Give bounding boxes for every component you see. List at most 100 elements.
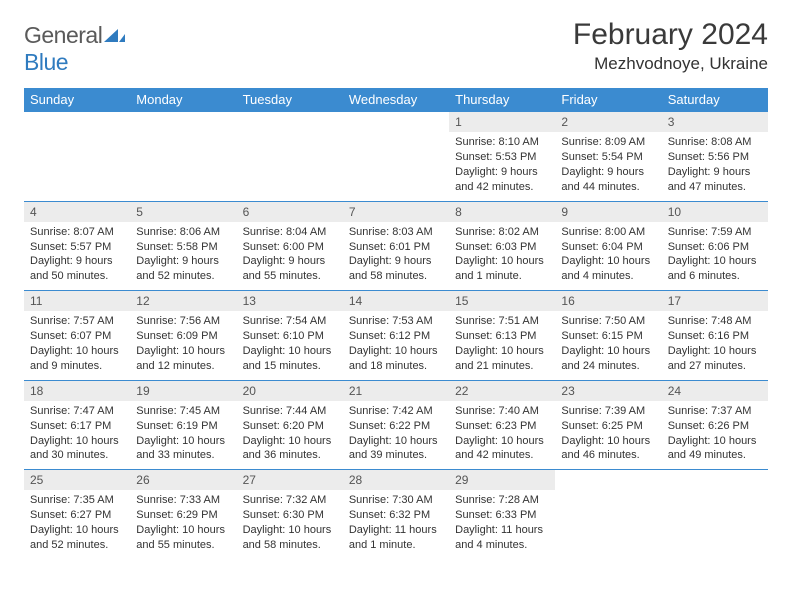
day-number: 21 bbox=[343, 381, 449, 401]
day-details: Sunrise: 7:48 AMSunset: 6:16 PMDaylight:… bbox=[662, 311, 768, 379]
calendar-day-cell bbox=[555, 470, 661, 559]
sunset-text: Sunset: 6:20 PM bbox=[243, 419, 337, 434]
daylight-text: Daylight: 9 hours and 44 minutes. bbox=[561, 165, 655, 195]
day-number: 15 bbox=[449, 291, 555, 311]
daylight-text: Daylight: 10 hours and 39 minutes. bbox=[349, 434, 443, 464]
calendar-day-cell: 9Sunrise: 8:00 AMSunset: 6:04 PMDaylight… bbox=[555, 201, 661, 291]
sunrise-text: Sunrise: 7:33 AM bbox=[136, 493, 230, 508]
daylight-text: Daylight: 10 hours and 4 minutes. bbox=[561, 254, 655, 284]
day-number: 14 bbox=[343, 291, 449, 311]
day-number: 29 bbox=[449, 470, 555, 490]
sunset-text: Sunset: 6:27 PM bbox=[30, 508, 124, 523]
daylight-text: Daylight: 11 hours and 4 minutes. bbox=[455, 523, 549, 553]
sunset-text: Sunset: 6:04 PM bbox=[561, 240, 655, 255]
calendar-day-cell bbox=[130, 112, 236, 202]
sunrise-text: Sunrise: 7:47 AM bbox=[30, 404, 124, 419]
calendar-day-cell: 27 Sunrise: 7:32 AMSunset: 6:30 PMDayligh… bbox=[237, 470, 343, 559]
daylight-text: Daylight: 10 hours and 30 minutes. bbox=[30, 434, 124, 464]
weekday-header: Sunday bbox=[24, 88, 130, 112]
day-number: 11 bbox=[24, 291, 130, 311]
day-number: 4 bbox=[24, 202, 130, 222]
sunset-text: Sunset: 6:09 PM bbox=[136, 329, 230, 344]
calendar-week-row: 1Sunrise: 8:10 AMSunset: 5:53 PMDaylight… bbox=[24, 112, 768, 202]
day-number: 16 bbox=[555, 291, 661, 311]
day-number: 7 bbox=[343, 202, 449, 222]
day-details: Sunrise: 7:30 AMSunset: 6:32 PMDaylight:… bbox=[343, 490, 449, 558]
sunset-text: Sunset: 6:15 PM bbox=[561, 329, 655, 344]
sunset-text: Sunset: 6:07 PM bbox=[30, 329, 124, 344]
day-details: Sunrise: 7:35 AMSunset: 6:27 PMDaylight:… bbox=[24, 490, 130, 558]
daylight-text: Daylight: 10 hours and 55 minutes. bbox=[136, 523, 230, 553]
day-details: Sunrise: 7:59 AMSunset: 6:06 PMDaylight:… bbox=[662, 222, 768, 290]
calendar-day-cell: 12Sunrise: 7:56 AMSunset: 6:09 PMDayligh… bbox=[130, 291, 236, 381]
sunrise-text: Sunrise: 7:30 AM bbox=[349, 493, 443, 508]
day-details: Sunrise: 7:33 AMSunset: 6:29 PMDaylight:… bbox=[130, 490, 236, 558]
calendar-day-cell: 14Sunrise: 7:53 AMSunset: 6:12 PMDayligh… bbox=[343, 291, 449, 381]
sunset-text: Sunset: 6:25 PM bbox=[561, 419, 655, 434]
logo-sail-icon bbox=[104, 22, 126, 48]
calendar-day-cell: 24Sunrise: 7:37 AMSunset: 6:26 PMDayligh… bbox=[662, 380, 768, 470]
calendar-day-cell bbox=[24, 112, 130, 202]
calendar-day-cell bbox=[237, 112, 343, 202]
day-details: Sunrise: 7:45 AMSunset: 6:19 PMDaylight:… bbox=[130, 401, 236, 469]
calendar-day-cell: 2Sunrise: 8:09 AMSunset: 5:54 PMDaylight… bbox=[555, 112, 661, 202]
day-number: 27 bbox=[237, 470, 343, 490]
sunset-text: Sunset: 6:23 PM bbox=[455, 419, 549, 434]
daylight-text: Daylight: 10 hours and 33 minutes. bbox=[136, 434, 230, 464]
sunrise-text: Sunrise: 7:51 AM bbox=[455, 314, 549, 329]
day-number: 20 bbox=[237, 381, 343, 401]
sunrise-text: Sunrise: 7:45 AM bbox=[136, 404, 230, 419]
calendar-day-cell: 1Sunrise: 8:10 AMSunset: 5:53 PMDaylight… bbox=[449, 112, 555, 202]
day-details: Sunrise: 7:39 AMSunset: 6:25 PMDaylight:… bbox=[555, 401, 661, 469]
day-details: Sunrise: 7:57 AMSunset: 6:07 PMDaylight:… bbox=[24, 311, 130, 379]
sunrise-text: Sunrise: 7:50 AM bbox=[561, 314, 655, 329]
calendar-body: 1Sunrise: 8:10 AMSunset: 5:53 PMDaylight… bbox=[24, 112, 768, 559]
calendar-day-cell: 26Sunrise: 7:33 AMSunset: 6:29 PMDayligh… bbox=[130, 470, 236, 559]
calendar-day-cell: 28Sunrise: 7:30 AMSunset: 6:32 PMDayligh… bbox=[343, 470, 449, 559]
weekday-header-row: SundayMondayTuesdayWednesdayThursdayFrid… bbox=[24, 88, 768, 112]
day-details: Sunrise: 7:53 AMSunset: 6:12 PMDaylight:… bbox=[343, 311, 449, 379]
day-details: Sunrise: 7:40 AMSunset: 6:23 PMDaylight:… bbox=[449, 401, 555, 469]
day-number: 5 bbox=[130, 202, 236, 222]
sunrise-text: Sunrise: 7:40 AM bbox=[455, 404, 549, 419]
day-number: 17 bbox=[662, 291, 768, 311]
calendar-day-cell: 8Sunrise: 8:02 AMSunset: 6:03 PMDaylight… bbox=[449, 201, 555, 291]
day-details: Sunrise: 7:50 AMSunset: 6:15 PMDaylight:… bbox=[555, 311, 661, 379]
daylight-text: Daylight: 10 hours and 36 minutes. bbox=[243, 434, 337, 464]
calendar-day-cell: 7Sunrise: 8:03 AMSunset: 6:01 PMDaylight… bbox=[343, 201, 449, 291]
day-number: 25 bbox=[24, 470, 130, 490]
sunset-text: Sunset: 6:33 PM bbox=[455, 508, 549, 523]
sunrise-text: Sunrise: 7:57 AM bbox=[30, 314, 124, 329]
sunset-text: Sunset: 5:53 PM bbox=[455, 150, 549, 165]
sunrise-text: Sunrise: 7:28 AM bbox=[455, 493, 549, 508]
sunrise-text: Sunrise: 7:32 AM bbox=[243, 493, 337, 508]
calendar-day-cell: 19Sunrise: 7:45 AMSunset: 6:19 PMDayligh… bbox=[130, 380, 236, 470]
sunrise-text: Sunrise: 8:03 AM bbox=[349, 225, 443, 240]
weekday-header: Wednesday bbox=[343, 88, 449, 112]
header: General Blue February 2024 Mezhvodnoye, … bbox=[24, 18, 768, 76]
calendar-week-row: 11Sunrise: 7:57 AMSunset: 6:07 PMDayligh… bbox=[24, 291, 768, 381]
daylight-text: Daylight: 10 hours and 58 minutes. bbox=[243, 523, 337, 553]
sunrise-text: Sunrise: 8:04 AM bbox=[243, 225, 337, 240]
day-number: 6 bbox=[237, 202, 343, 222]
sunset-text: Sunset: 6:30 PM bbox=[243, 508, 337, 523]
day-number: 10 bbox=[662, 202, 768, 222]
sunset-text: Sunset: 6:06 PM bbox=[668, 240, 762, 255]
daylight-text: Daylight: 10 hours and 52 minutes. bbox=[30, 523, 124, 553]
day-number: 2 bbox=[555, 112, 661, 132]
calendar-day-cell: 18Sunrise: 7:47 AMSunset: 6:17 PMDayligh… bbox=[24, 380, 130, 470]
day-details: Sunrise: 7:42 AMSunset: 6:22 PMDaylight:… bbox=[343, 401, 449, 469]
weekday-header: Saturday bbox=[662, 88, 768, 112]
day-details: Sunrise: 8:03 AMSunset: 6:01 PMDaylight:… bbox=[343, 222, 449, 290]
sunset-text: Sunset: 6:03 PM bbox=[455, 240, 549, 255]
calendar-week-row: 4Sunrise: 8:07 AMSunset: 5:57 PMDaylight… bbox=[24, 201, 768, 291]
sunrise-text: Sunrise: 7:39 AM bbox=[561, 404, 655, 419]
daylight-text: Daylight: 10 hours and 1 minute. bbox=[455, 254, 549, 284]
calendar-day-cell bbox=[343, 112, 449, 202]
calendar-day-cell: 16Sunrise: 7:50 AMSunset: 6:15 PMDayligh… bbox=[555, 291, 661, 381]
day-number: 9 bbox=[555, 202, 661, 222]
calendar-day-cell: 29Sunrise: 7:28 AMSunset: 6:33 PMDayligh… bbox=[449, 470, 555, 559]
sunrise-text: Sunrise: 7:59 AM bbox=[668, 225, 762, 240]
day-details: Sunrise: 8:10 AMSunset: 5:53 PMDaylight:… bbox=[449, 132, 555, 200]
day-details: Sunrise: 7:28 AMSunset: 6:33 PMDaylight:… bbox=[449, 490, 555, 558]
